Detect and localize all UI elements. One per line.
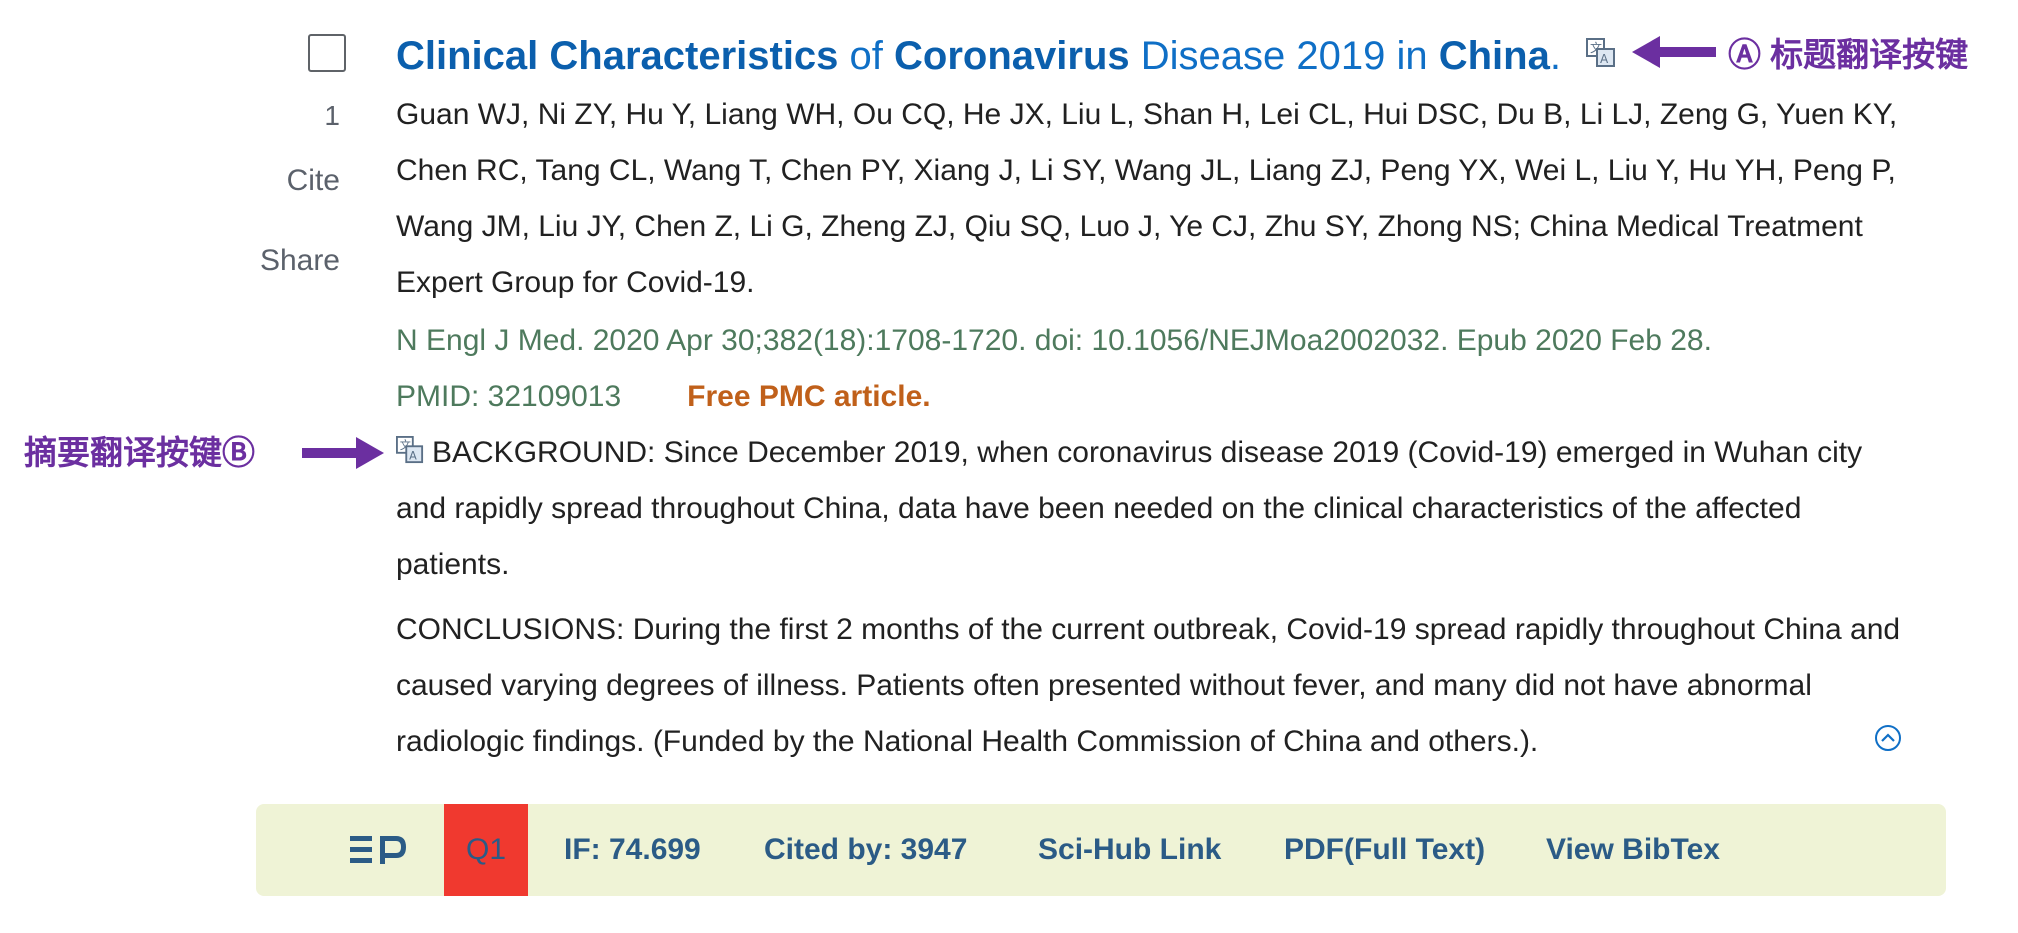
ep-logo-icon bbox=[350, 836, 406, 864]
translate-icon[interactable]: 文 A bbox=[396, 436, 424, 464]
ep-logo[interactable] bbox=[348, 804, 408, 896]
translate-icon[interactable]: 文 A bbox=[1586, 38, 1616, 68]
cite-button[interactable]: Cite bbox=[286, 164, 340, 197]
abstract-conclusions: CONCLUSIONS: During the first 2 months o… bbox=[396, 613, 1901, 758]
article-title-link[interactable]: Clinical Characteristics of Coronavirus … bbox=[396, 28, 1561, 84]
chevron-up-circle-icon[interactable] bbox=[1874, 724, 1902, 752]
scihub-link[interactable]: Sci-Hub Link bbox=[1038, 833, 1222, 866]
pmid-line: PMID: 32109013 Free PMC article. bbox=[396, 369, 931, 425]
easypubmed-toolbar: Q1 IF: 74.699 Cited by: 3947 Sci-Hub Lin… bbox=[256, 804, 1946, 896]
title-highlight-term: China bbox=[1438, 34, 1550, 78]
annotation-title-translate: Ⓐ 标题翻译按键 bbox=[1728, 36, 1969, 73]
abstract-background: BACKGROUND: Since December 2019, when co… bbox=[396, 436, 1863, 581]
title-text: of bbox=[838, 34, 895, 78]
title-highlight-term: Clinical Characteristics bbox=[396, 34, 839, 78]
select-checkbox[interactable] bbox=[308, 34, 346, 72]
annotation-abstract-translate: 摘要翻译按键Ⓑ bbox=[24, 434, 255, 471]
annotation-arrow-b-head bbox=[356, 437, 384, 469]
title-text: . bbox=[1549, 34, 1561, 78]
free-pmc-link[interactable]: Free PMC article. bbox=[687, 380, 931, 413]
annotation-arrow-a bbox=[1658, 47, 1716, 57]
title-highlight-term: Coronavirus bbox=[894, 34, 1130, 78]
svg-text:A: A bbox=[1600, 52, 1609, 66]
svg-text:A: A bbox=[409, 449, 417, 462]
quartile-badge: Q1 bbox=[444, 804, 528, 896]
impact-factor: IF: 74.699 bbox=[564, 833, 701, 866]
journal-citation: N Engl J Med. 2020 Apr 30;382(18):1708-1… bbox=[396, 324, 1712, 357]
authors-list: Guan WJ, Ni ZY, Hu Y, Liang WH, Ou CQ, H… bbox=[396, 98, 1898, 299]
annotation-arrow-b bbox=[302, 448, 358, 458]
annotation-arrow-a-head bbox=[1632, 36, 1660, 68]
pmid: PMID: 32109013 bbox=[396, 380, 622, 413]
pdf-full-text-link[interactable]: PDF(Full Text) bbox=[1284, 833, 1486, 866]
share-button[interactable]: Share bbox=[259, 244, 340, 277]
title-text: Disease 2019 in bbox=[1129, 34, 1439, 78]
svg-text:文: 文 bbox=[400, 438, 411, 452]
result-index: 1 bbox=[324, 100, 340, 131]
view-bibtex-link[interactable]: View BibTex bbox=[1546, 833, 1720, 866]
cited-by-link[interactable]: Cited by: 3947 bbox=[764, 833, 968, 866]
